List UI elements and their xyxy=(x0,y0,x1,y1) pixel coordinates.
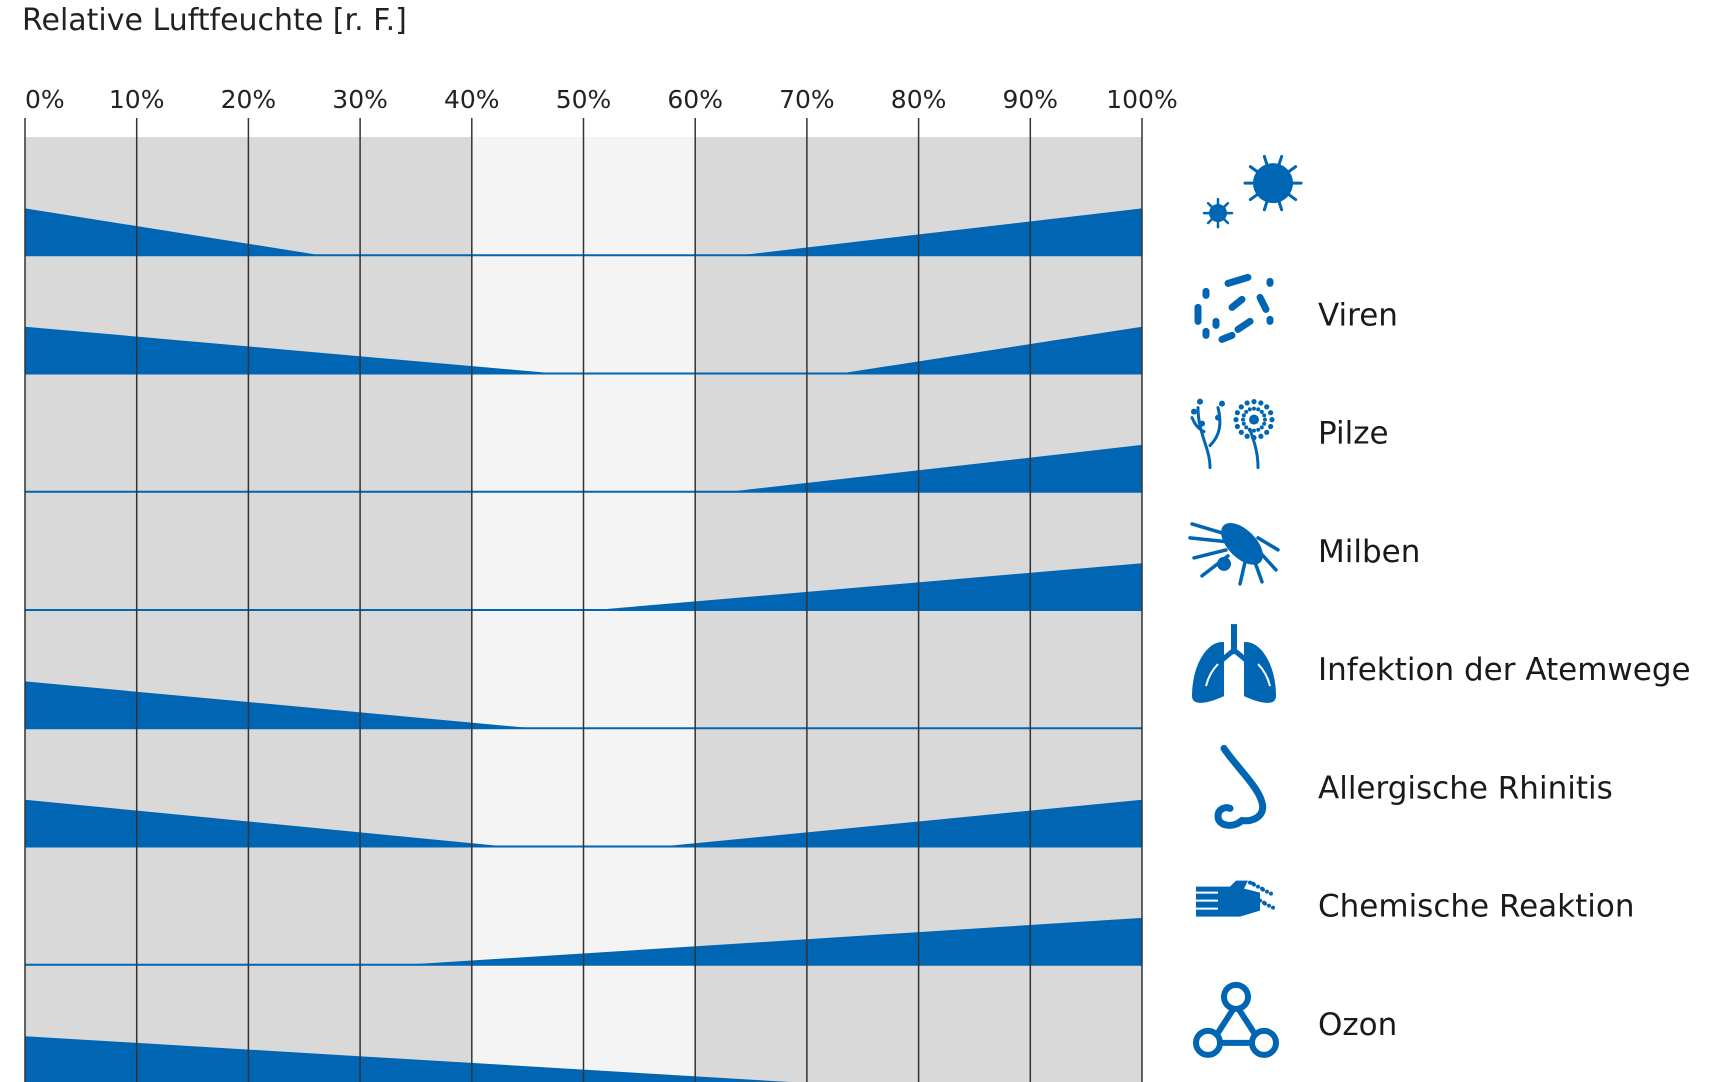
legend-label: Chemische Reaktion xyxy=(1318,889,1635,925)
x-axis-ticks: 0% 10% 20% 30% 40% 50% 60% 70% 80% 90% 100% xyxy=(25,85,1178,114)
x-tick-label: 10% xyxy=(109,85,165,114)
x-tick-label: 60% xyxy=(667,85,723,114)
series-area-3 xyxy=(25,444,1142,492)
series-area-8 xyxy=(25,1036,791,1082)
mite-icon xyxy=(1188,522,1280,586)
series-area-1 xyxy=(25,208,1142,256)
grid-lines xyxy=(24,118,1143,1082)
series-area-5 xyxy=(25,681,1142,729)
hand-chemical-icon xyxy=(1190,880,1275,917)
legend-label: Pilze xyxy=(1318,416,1389,452)
legend-label: Infektion der Atemwege xyxy=(1318,652,1691,688)
virus-particles-icon xyxy=(1194,273,1274,343)
ozone-molecule-icon xyxy=(1193,981,1279,1058)
legend-label: Viren xyxy=(1318,297,1398,333)
nose-icon xyxy=(1214,744,1267,829)
bacteria-icon xyxy=(1202,154,1303,229)
legend-label: Milben xyxy=(1318,534,1420,570)
x-tick-label: 50% xyxy=(556,85,612,114)
legend: Viren Pilze Milben Infektion der Atemwege Al… xyxy=(1188,154,1691,1058)
x-tick-label: 80% xyxy=(891,85,947,114)
x-tick-label: 40% xyxy=(444,85,500,114)
series-area-2 xyxy=(25,326,1142,374)
x-tick-label: 30% xyxy=(332,85,388,114)
legend-label: Ozon xyxy=(1318,1007,1397,1043)
x-tick-label: 70% xyxy=(779,85,835,114)
x-tick-label: 100% xyxy=(1106,85,1177,114)
fungi-icon xyxy=(1190,398,1275,470)
x-tick-label: 0% xyxy=(25,85,65,114)
x-tick-label: 90% xyxy=(1003,85,1059,114)
series-area-7 xyxy=(25,917,1142,965)
chart-title: Relative Luftfeuchte [r. F.] xyxy=(22,3,407,38)
legend-label: Allergische Rhinitis xyxy=(1318,770,1613,806)
series-area-6 xyxy=(25,799,1142,847)
lungs-icon xyxy=(1192,624,1276,703)
series-area-4 xyxy=(25,563,1142,610)
x-tick-label: 20% xyxy=(221,85,277,114)
